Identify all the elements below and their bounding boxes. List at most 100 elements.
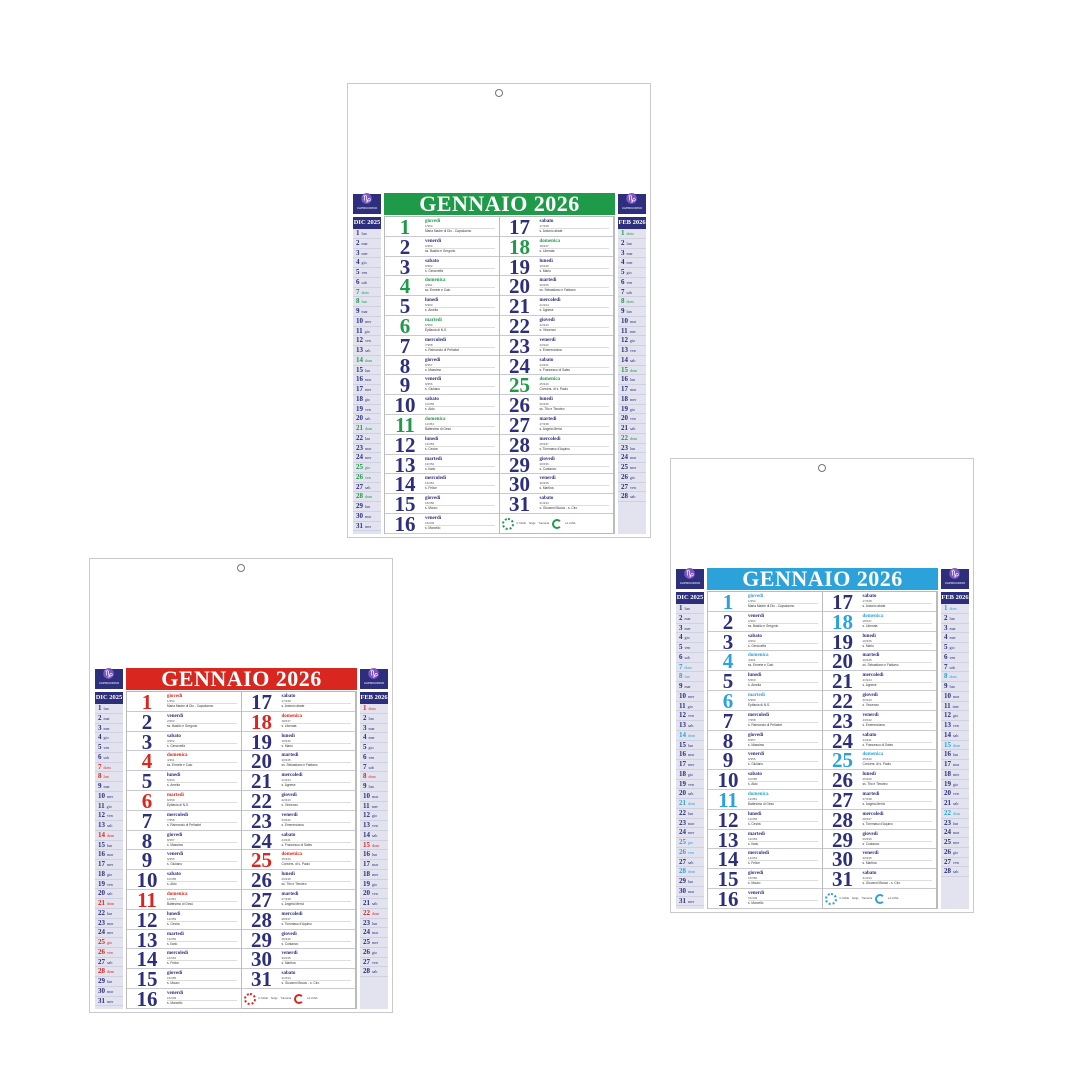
side-day: 25 mer [941,838,969,848]
weekday: mercoledì [167,812,189,818]
side-day: 11 mer [360,802,388,812]
capricorn-icon: ♑ [102,669,116,680]
side-day: 23 mar [353,444,381,454]
weekday: venerdì [862,851,879,857]
day-row: 12 lunedì 12/353 s. Cesira [385,434,499,455]
weekday: lunedì [539,397,553,403]
saint-name: s. Mario [281,742,351,749]
weekday: mercoledì [862,673,884,679]
side-day: 29 lun [95,977,123,987]
side-day: 31 mer [95,997,123,1007]
weekday: domenica [281,713,303,719]
day-number: 16 [717,886,739,911]
side-day: 5 gio [941,643,969,653]
day-row: 6 martedì 6/359 Epifania di N.S. [385,316,499,336]
saint-name: ss. Sebastiano e Fabiano [862,662,932,668]
saint-name: s. Massimo [167,841,237,848]
weekday: domenica [167,891,188,897]
day-row: 18 domenica 18/347 s. Liberata [499,236,613,257]
day-of-year: 18/347 [281,718,291,723]
saint-name: s. Raimondo di Peñafort [167,821,237,828]
weekday: giovedì [281,792,297,798]
side-day: 9 mar [676,682,704,692]
side-day: 21 dom [353,424,381,434]
day-row: 16 venerdì 16/349 s. Marcello [708,889,822,909]
day-row: 25 domenica 25/340 Convers. di s. Paolo [241,850,355,871]
side-day: 29 lun [676,877,704,887]
day-number: 6 [399,313,411,338]
weekday: lunedì [281,733,295,739]
side-day: 27 sab [353,483,381,493]
day-of-year: 30/335 [281,956,291,961]
side-day: 2 mar [95,714,123,724]
day-of-year: 19/346 [539,263,549,268]
day-number: 12 [136,907,158,932]
side-day: 3 mar [941,624,969,634]
day-row: 7 mercoledì 7/358 s. Raimondo di Peñafort [127,810,241,831]
saint-name: s. Amelia [748,682,818,688]
month-title: GENNAIO 2026 [707,568,938,590]
day-number: 14 [136,947,158,972]
side-day: 20 sab [95,889,123,899]
side-day: 26 ven [676,848,704,858]
day-number: 31 [509,492,530,517]
side-day: 24 mar [618,453,646,463]
saint-name: s. Francesco di Sales [281,841,351,848]
day-row: 18 domenica 18/347 s. Liberata [822,611,936,632]
day-row: 21 mercoledì 21/344 s. Agnese [499,296,613,317]
weekday: giovedì [167,971,183,977]
day-row: 22 giovedì 22/343 s. Vincenzo [241,791,355,811]
weekday: martedì [862,791,880,797]
saint-name: s. Mauro [167,980,237,986]
side-month-label: DIC 2025 [353,217,381,229]
side-day: 18 gio [95,870,123,880]
day-row: 4 domenica 4/361 ss. Ermete e Caio [385,276,499,297]
side-day: 21 sab [941,799,969,809]
side-month-label: FEB 2026 [618,217,646,229]
day-number: 30 [509,472,530,497]
side-day: 29 lun [353,502,381,512]
sun-moon-info: IL SOLE Sorge Tramonta LA LUNA [823,889,937,909]
side-day: 1 dom [618,229,646,239]
day-of-year: 7/358 [748,717,756,722]
day-of-year: 28/337 [862,816,872,821]
day-number: 19 [832,629,853,654]
day-row: 1 giovedì 1/364 Maria Madre di Dio - Capoda… [385,217,499,237]
side-day: 6 ven [618,278,646,288]
saint-name: s. Massimo [748,741,818,748]
saint-name: s. Agnese [862,682,932,688]
side-day: 8 dom [618,297,646,307]
day-of-year: 19/346 [281,738,291,743]
day-number: 15 [717,867,739,892]
side-day: 18 mer [360,870,388,880]
side-day: 12 ven [676,711,704,721]
side-day: 23 lun [360,919,388,929]
side-day: 28 sab [941,867,969,877]
side-day: 10 mer [676,692,704,702]
weekday: domenica [748,791,769,797]
weekday: domenica [862,752,884,758]
month-title: GENNAIO 2026 [384,193,615,215]
day-number: 10 [717,768,739,793]
day-of-year: 21/344 [862,678,872,683]
side-day: 12 gio [360,811,388,821]
day-of-year: 1/364 [167,699,175,703]
saint-name: Maria Madre di Dio - Capodanno [425,228,495,234]
day-of-year: 16/349 [167,995,177,1000]
day-number: 20 [832,649,853,674]
day-of-year: 8/357 [167,837,175,842]
side-day: 28 dom [353,492,381,502]
side-day: 6 ven [941,653,969,663]
day-number: 7 [722,708,734,733]
saint-name: s. Liberata [281,722,351,729]
weekday: giovedì [539,456,555,462]
side-day: 24 mer [353,453,381,463]
days-grid: 1 giovedì 1/364 Maria Madre di Dio - Capoda… [707,591,938,909]
moon-icon [294,993,305,1004]
weekday: sabato [167,733,181,739]
day-of-year: 17/348 [539,224,549,228]
weekday: martedì [425,456,442,462]
side-day: 2 lun [941,614,969,624]
logo-left: ♑ CAPRICORNO [676,569,704,589]
saint-name: s. Emerenziana [281,821,351,828]
